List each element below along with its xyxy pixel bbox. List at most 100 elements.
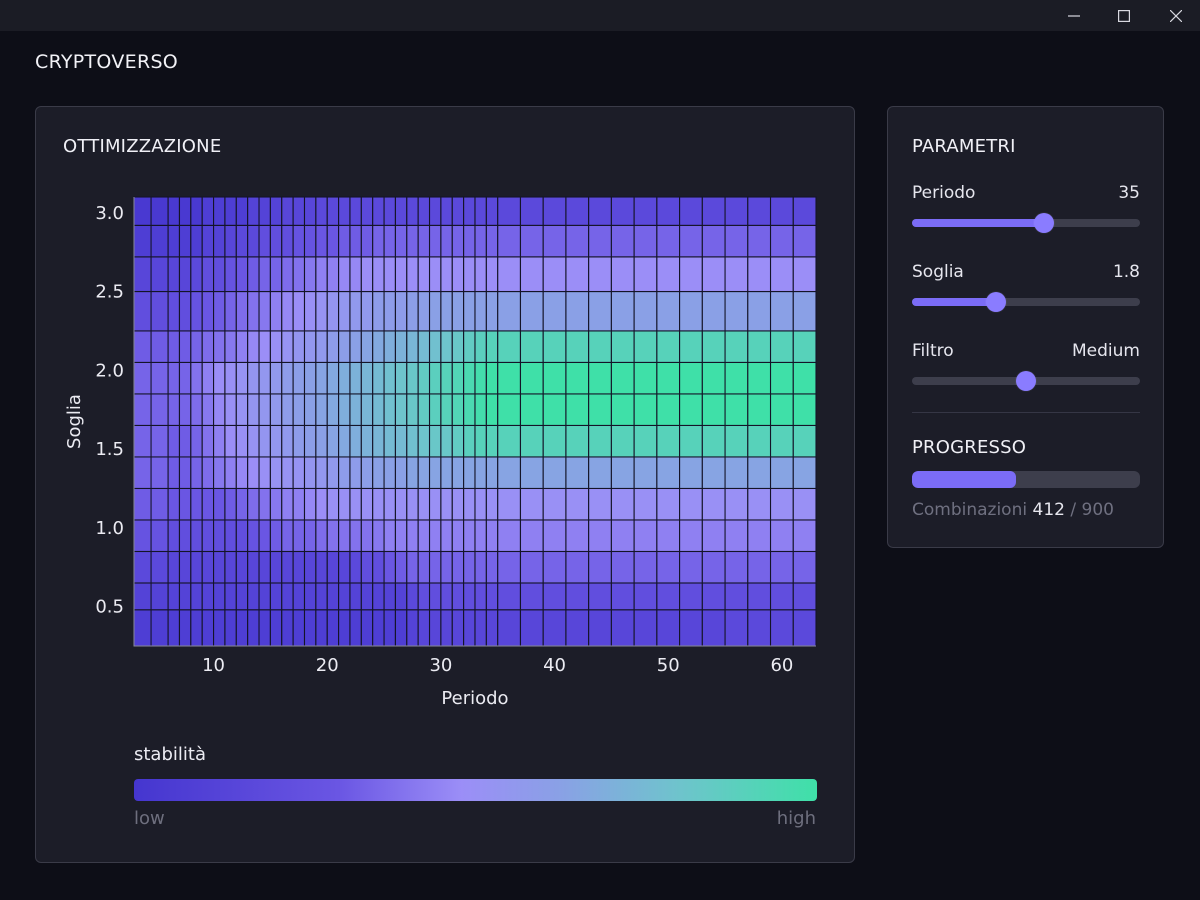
heatmap-cell <box>474 393 487 426</box>
heatmap-cell <box>167 519 181 553</box>
heatmap-cell <box>747 256 772 293</box>
heatmap-cell <box>747 196 772 226</box>
heatmap-cell <box>235 196 249 226</box>
slider-thumb[interactable] <box>986 292 1007 312</box>
heatmap-cell <box>201 256 215 293</box>
legend-title: stabilità <box>134 744 206 765</box>
heatmap-cell <box>178 519 192 553</box>
heatmap-cell <box>167 582 181 611</box>
heatmap-cell <box>269 487 283 521</box>
heatmap-cell <box>167 256 181 293</box>
heatmap-cell <box>213 519 226 553</box>
heatmap-cell <box>724 224 749 258</box>
periodo-slider[interactable] <box>912 213 1140 233</box>
heatmap-cell <box>406 582 419 611</box>
heatmap-cell <box>497 582 522 611</box>
heatmap-cell <box>485 393 499 426</box>
heatmap-cell <box>383 424 396 458</box>
heatmap-cell <box>656 424 681 458</box>
heatmap-cell <box>167 424 181 458</box>
heatmap-cell <box>463 256 476 293</box>
slider-thumb[interactable] <box>1016 371 1036 391</box>
heatmap-cell <box>360 393 374 426</box>
heatmap-cell <box>235 290 249 332</box>
heatmap-cell <box>349 224 362 258</box>
maximize-button[interactable] <box>1104 0 1144 31</box>
heatmap-cell <box>315 487 328 521</box>
heatmap-cell <box>338 256 351 293</box>
x-tick-label: 20 <box>316 655 339 676</box>
heatmap-cell <box>565 256 590 293</box>
heatmap-cell <box>463 582 476 611</box>
heatmap-cell <box>178 456 192 490</box>
heatmap-cell <box>247 330 260 363</box>
heatmap-cell <box>406 290 419 332</box>
heatmap-cell <box>303 224 317 258</box>
heatmap-cell <box>656 609 681 647</box>
heatmap-chart[interactable]: 10 20 30 40 50 60 0.5 1.0 1.5 2.0 2.5 3.0 Periodo S… <box>36 107 854 727</box>
heatmap-cell <box>519 519 544 553</box>
heatmap-cell <box>769 196 794 226</box>
heatmap-cell <box>372 550 385 584</box>
heatmap-cell <box>235 519 249 553</box>
heatmap-cell <box>451 256 465 293</box>
heatmap-cell <box>213 456 226 490</box>
heatmap-cell <box>394 393 408 426</box>
heatmap-cell <box>178 393 192 426</box>
heatmap-cell <box>633 424 658 458</box>
heatmap-cell <box>406 224 419 258</box>
heatmap-cell <box>519 361 544 395</box>
heatmap-cell <box>269 609 283 647</box>
heatmap-cell <box>792 256 817 293</box>
heatmap-cell <box>769 361 794 395</box>
heatmap-cell <box>235 256 249 293</box>
heatmap-cell <box>542 393 567 426</box>
heatmap-cell <box>190 196 203 226</box>
heatmap-cell <box>167 361 181 395</box>
periodo-label: Periodo <box>912 183 976 203</box>
heatmap-cell <box>474 609 487 647</box>
heatmap-cell <box>303 393 317 426</box>
heatmap-cell <box>542 361 567 395</box>
heatmap-cell <box>610 550 635 584</box>
slider-fill <box>912 219 1045 227</box>
heatmap-cell <box>258 256 271 293</box>
heatmap-cell <box>167 393 181 426</box>
heatmap-cell <box>292 361 306 395</box>
heatmap-cell <box>463 290 476 332</box>
divider <box>912 412 1140 413</box>
heatmap-cell <box>150 361 169 395</box>
heatmap-cell <box>383 256 396 293</box>
heatmap-cell <box>349 550 362 584</box>
heatmap-cell <box>428 290 442 332</box>
heatmap-cell <box>485 456 499 490</box>
heatmap-cell <box>315 456 328 490</box>
heatmap-cell <box>633 456 658 490</box>
heatmap-cell <box>792 519 817 553</box>
heatmap-cell <box>519 456 544 490</box>
heatmap-cell <box>235 330 249 363</box>
soglia-slider[interactable] <box>912 292 1140 312</box>
heatmap-cell <box>224 361 237 395</box>
heatmap-cell <box>724 424 749 458</box>
close-icon <box>1170 9 1182 22</box>
slider-thumb[interactable] <box>1034 213 1055 233</box>
progress-done: 412 <box>1032 500 1065 520</box>
heatmap-cell <box>224 290 237 332</box>
app-title: CRYPTOVERSO <box>35 51 179 73</box>
minimize-button[interactable] <box>1054 0 1094 31</box>
heatmap-cell <box>372 519 385 553</box>
filtro-slider[interactable] <box>912 371 1140 391</box>
heatmap-cell <box>679 550 703 584</box>
heatmap-cell <box>349 609 362 647</box>
heatmap-cell <box>303 487 317 521</box>
heatmap-cell <box>178 424 192 458</box>
heatmap-cell <box>338 224 351 258</box>
heatmap-cell <box>224 550 237 584</box>
heatmap-cell <box>247 456 260 490</box>
heatmap-cell <box>679 330 703 363</box>
heatmap-cell <box>247 224 260 258</box>
heatmap-cell <box>235 487 249 521</box>
heatmap-cell <box>656 487 681 521</box>
close-button[interactable] <box>1156 0 1196 31</box>
